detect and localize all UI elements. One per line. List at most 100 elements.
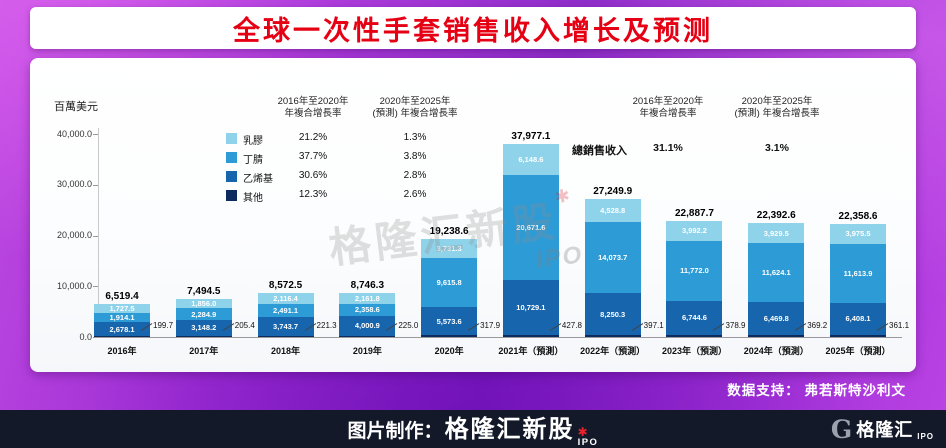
- legend-swatch-2: [226, 171, 237, 182]
- bar-segment-3: [257, 335, 314, 337]
- legend-cagr-2020-2025: 1.3%: [403, 132, 427, 143]
- logo-ipo-text: IPO: [917, 432, 934, 441]
- bar-segment-value: 4,528.8: [600, 205, 626, 215]
- bar-segment-0: [257, 293, 314, 305]
- bar-segment-value: 3,148.2: [191, 323, 217, 333]
- bar-total-label: 22,392.6: [756, 210, 796, 222]
- legend-label: 乳膠: [243, 136, 263, 147]
- x-axis-label: 2017年: [189, 346, 219, 356]
- y-axis-tick: [93, 134, 98, 135]
- bar-segment-1: [421, 258, 478, 308]
- page-title: 全球一次性手套销售收入增长及预测: [233, 15, 713, 46]
- bar-segment-2: [748, 302, 805, 336]
- bar-segment-3: [584, 334, 641, 337]
- bar-total-label: 7,494.5: [187, 285, 221, 297]
- footer-credit: 图片制作：格隆汇新股 ✱ IPO: [348, 409, 599, 448]
- cagr-header-line1: 2020年至2025年: [741, 96, 813, 107]
- bar-segment-0: [666, 220, 723, 242]
- bar-segment-2: [830, 302, 887, 336]
- data-source-note: 数据支持： 弗若斯特沙利文: [727, 383, 906, 398]
- bar-segment-value: 11,624.1: [761, 268, 791, 278]
- others-value-label: 317.9: [480, 321, 501, 330]
- bar-segment-2: [584, 293, 641, 335]
- bar-segment-2: [175, 319, 232, 336]
- cagr-header-line1: 2020年至2025年: [379, 96, 451, 107]
- others-value-label: 225.0: [398, 321, 419, 330]
- cagr-header-line1: 2016年至2020年: [632, 96, 704, 107]
- bar-segment-3: [748, 335, 805, 337]
- bar-total-label: 6,519.4: [105, 290, 139, 302]
- bar-segment-0: [748, 223, 805, 244]
- bar-segment-value: 11,772.0: [680, 266, 709, 276]
- bar-total-label: 22,358.6: [838, 210, 878, 222]
- legend-cagr-2016-2020: 37.7%: [298, 151, 328, 162]
- cagr-header-left-2020-2025: 2020年至2025年 (預測) 年複合增長率: [355, 96, 475, 120]
- cagr-header-right-2020-2025: 2020年至2025年 (預測) 年複合增長率: [717, 96, 837, 120]
- others-value-label: 369.2: [807, 321, 828, 330]
- cagr-header-line2: 年複合增長率: [639, 108, 697, 119]
- legend-cagr-2016-2020: 21.2%: [298, 132, 328, 143]
- bar-segment-value: 6,148.6: [518, 155, 544, 165]
- footer-bar: 图片制作：格隆汇新股 ✱ IPO G 格隆汇 IPO: [0, 410, 946, 448]
- x-axis-label: 2019年: [352, 346, 382, 356]
- bar-segment-value: 1,856.0: [191, 299, 217, 309]
- bar-total-label: 19,238.6: [429, 226, 469, 238]
- x-axis-label: 2023年（預測）: [661, 346, 727, 356]
- bar-segment-3: [339, 335, 396, 337]
- bar-segment-3: [175, 335, 232, 337]
- y-axis-tick: [93, 184, 98, 186]
- red-spark-icon: ✱: [577, 425, 588, 439]
- total-sales-cagr-2020-2025: 3.1%: [765, 142, 789, 154]
- bar-segment-2: [94, 322, 150, 336]
- bar-segment-value: 6,744.6: [681, 313, 707, 323]
- bar-segment-2: [257, 316, 314, 336]
- cagr-header-left-2016-2020: 2016年至2020年 年複合增長率: [253, 96, 373, 120]
- legend-label: 乙烯基: [243, 174, 273, 185]
- bar-segment-value: 1,914.1: [109, 313, 135, 323]
- bar-segment-value: 20,671.6: [516, 223, 546, 233]
- bar-segment-0: [339, 292, 396, 304]
- others-value-label: 427.8: [561, 321, 582, 330]
- bar-segment-1: [584, 221, 641, 294]
- bar-segment-value: 3,975.5: [845, 229, 871, 239]
- others-value-label: 205.4: [234, 321, 255, 330]
- y-axis-unit-label: 百萬美元: [54, 101, 98, 113]
- bar-segment-2: [666, 300, 723, 336]
- bar-segment-value: 3,992.2: [681, 226, 707, 236]
- cagr-header-line2: (預測) 年複合增長率: [372, 108, 458, 119]
- others-value-label: 199.7: [153, 321, 174, 330]
- x-axis-label: 2025年（預測）: [825, 346, 891, 356]
- legend-swatch-0: [226, 133, 237, 144]
- bar-segment-3: [830, 335, 887, 337]
- bar-segment-value: 2,678.1: [109, 324, 135, 334]
- y-axis-tick-label: 30,000.0: [56, 179, 92, 190]
- bar-total-label: 8,572.5: [268, 280, 303, 292]
- bar-segment-1: [339, 303, 396, 316]
- legend-label: 其他: [243, 193, 263, 204]
- legend-swatch-3: [226, 190, 237, 201]
- bar-segment-1: [94, 312, 150, 323]
- x-axis-label: 2024年（預測）: [743, 346, 809, 356]
- y-axis-tick-label: 40,000.0: [56, 128, 92, 139]
- bar-segment-value: 4,000.9: [354, 321, 380, 331]
- bar-segment-value: 6,408.1: [845, 314, 871, 324]
- bar-segment-3: [421, 335, 478, 337]
- y-axis-tick-label: 0.0: [79, 331, 92, 342]
- x-axis-label: 2018年: [271, 346, 301, 356]
- bar-segment-1: [748, 243, 805, 303]
- cagr-header-line1: 2016年至2020年: [277, 96, 349, 107]
- bar-segment-value: 9,615.8: [436, 278, 462, 288]
- x-axis-label: 2016年: [107, 346, 137, 356]
- bar-segment-value: 3,731.3: [436, 244, 462, 254]
- y-axis-tick: [93, 286, 98, 288]
- bar-segment-0: [502, 144, 559, 176]
- bar-segment-value: 14,073.7: [598, 252, 628, 262]
- others-value-label: 221.3: [316, 321, 337, 330]
- bar-total-label: 37,977.1: [511, 131, 551, 143]
- others-value-label: 378.9: [725, 321, 746, 330]
- logo-brand-text: 格隆汇: [856, 420, 914, 440]
- bar-segment-value: 3,743.7: [273, 321, 299, 331]
- bar-segment-value: 2,491.1: [273, 306, 299, 316]
- x-axis-line: [98, 337, 902, 338]
